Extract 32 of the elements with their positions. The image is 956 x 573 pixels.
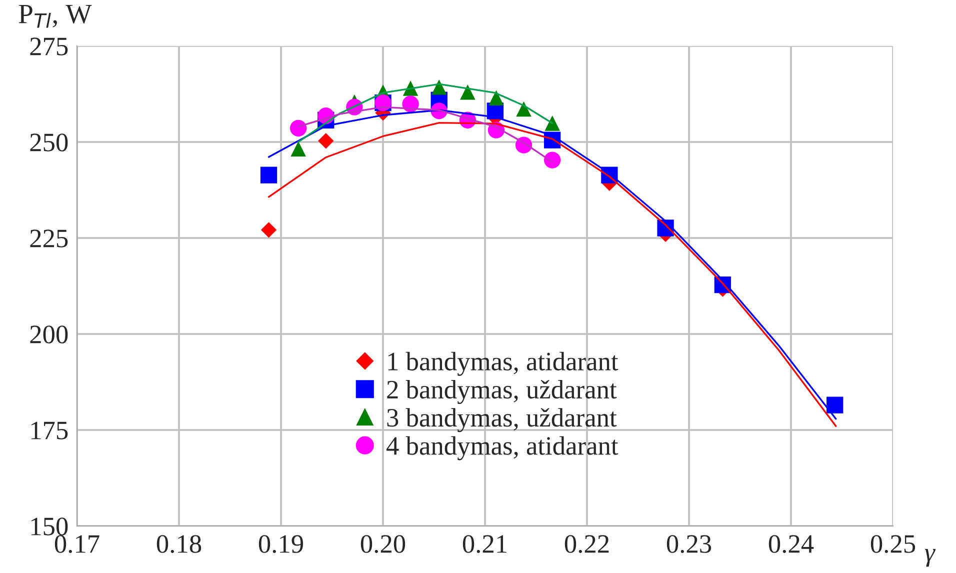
y-tick-label: 275 — [30, 38, 68, 56]
legend-label: 2 bandymas, uždarant — [387, 380, 617, 404]
y-tick-label: 225 — [30, 230, 68, 248]
legend-label: 3 bandymas, uždarant — [387, 408, 617, 432]
point — [318, 132, 334, 149]
point — [544, 116, 560, 131]
x-tick-label: 0.21 — [462, 535, 507, 554]
point — [460, 84, 476, 100]
x-tick-label: 0.25 — [870, 535, 916, 554]
x-tick-label: 0.18 — [156, 535, 202, 554]
x-tick-label: 0.24 — [768, 535, 814, 554]
y-tick-label: 250 — [30, 134, 68, 152]
x-tick-label: 0.17 — [54, 535, 100, 554]
point — [431, 79, 447, 95]
point — [544, 152, 561, 168]
point — [488, 90, 504, 106]
point — [260, 222, 277, 238]
point — [290, 120, 307, 137]
x-tick-label: 0.20 — [360, 535, 406, 554]
y-tick-label: 175 — [31, 422, 68, 440]
x-tick-label: 0.23 — [666, 535, 712, 554]
x-axis-title: γ — [925, 548, 936, 567]
legend-label: 4 bandymas, atidarant — [386, 436, 618, 460]
x-tick-label: 0.19 — [258, 535, 304, 554]
y-tick-label: 150 — [31, 518, 68, 536]
point — [826, 396, 844, 414]
y-tick-label: 200 — [30, 326, 68, 344]
point — [260, 166, 278, 184]
x-tick-label: 0.22 — [564, 535, 609, 554]
point — [290, 141, 306, 157]
y-axis-title: P$_{Tl}$, W — [18, 4, 92, 28]
legend-label: 1 bandymas, atidarant — [388, 352, 618, 376]
